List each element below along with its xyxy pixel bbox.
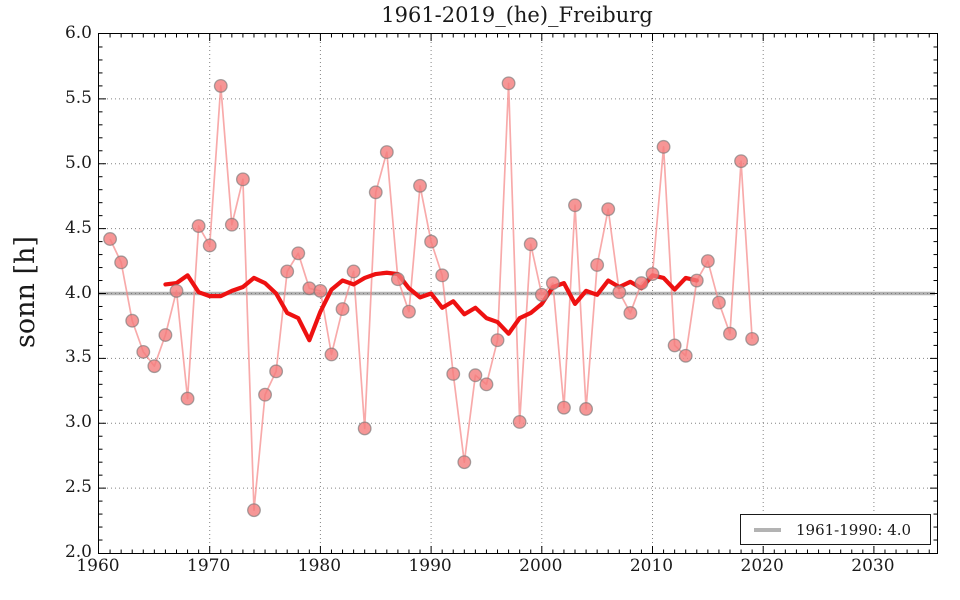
- data-point: [523, 237, 538, 252]
- data-point: [235, 172, 250, 187]
- data-point: [402, 304, 416, 319]
- data-point: [313, 283, 328, 298]
- data-point: [745, 331, 760, 346]
- data-point: [224, 217, 239, 232]
- y-tick-label: 5.5: [64, 87, 92, 108]
- data-point: [479, 377, 494, 392]
- data-point: [612, 285, 627, 300]
- data-point: [579, 402, 594, 416]
- data-point: [734, 154, 749, 169]
- data-point: [103, 232, 118, 246]
- x-tick-label: 2010: [629, 556, 674, 576]
- data-point: [180, 391, 195, 406]
- y-tick-label: 4.0: [64, 282, 92, 303]
- data-point: [158, 328, 173, 342]
- x-tick-label: 1990: [408, 556, 452, 576]
- trend-line: [163, 270, 699, 343]
- data-point: [545, 276, 560, 291]
- data-point: [114, 255, 129, 270]
- x-tick-label: 1970: [187, 556, 231, 576]
- data-point: [645, 267, 660, 281]
- legend-line-sample: [754, 527, 781, 532]
- data-point: [678, 348, 693, 363]
- data-point: [689, 273, 704, 288]
- data-point: [280, 264, 295, 279]
- x-tick-label: 2020: [740, 556, 784, 576]
- x-tick-label: 1980: [297, 556, 342, 576]
- data-point: [258, 387, 273, 402]
- data-point: [490, 333, 505, 348]
- data-point: [324, 347, 339, 362]
- legend-label: 1961-1990: 4.0: [796, 520, 912, 539]
- data-point: [247, 503, 261, 518]
- data-point: [213, 78, 228, 93]
- y-tick-label: 6.0: [64, 23, 92, 43]
- plot-area: [98, 33, 938, 554]
- x-tick-label: 2030: [851, 556, 895, 576]
- data-point: [357, 421, 372, 436]
- data-point: [468, 368, 483, 383]
- data-point: [435, 268, 450, 283]
- data-point: [379, 145, 394, 160]
- data-point: [169, 283, 184, 298]
- data-point: [191, 219, 206, 233]
- data-point: [634, 276, 649, 291]
- y-tick-label: 2.0: [64, 542, 92, 562]
- data-point: [601, 202, 616, 217]
- data-point: [667, 338, 682, 353]
- y-tick-label: 5.0: [64, 152, 92, 173]
- data-point: [568, 198, 582, 213]
- y-tick-label: 4.5: [64, 217, 92, 238]
- y-tick-label: 2.5: [64, 477, 92, 498]
- data-point: [291, 246, 306, 261]
- chart-canvas: [99, 34, 937, 553]
- data-point: [700, 254, 715, 269]
- data-point: [590, 258, 605, 272]
- legend: 1961-1990: 4.0: [740, 514, 931, 545]
- data-point: [534, 287, 549, 302]
- data-point: [556, 400, 571, 415]
- data-point: [136, 344, 151, 359]
- data-point: [424, 234, 439, 249]
- data-point: [335, 302, 350, 317]
- y-tick-label: 3.0: [64, 412, 92, 433]
- data-point: [147, 359, 162, 374]
- data-point: [512, 415, 527, 429]
- data-point: [125, 313, 140, 328]
- x-tick-label: 2000: [519, 556, 563, 576]
- data-point: [723, 326, 737, 341]
- data-point: [656, 139, 671, 154]
- data-point: [346, 264, 361, 279]
- data-point: [446, 366, 461, 381]
- x-tick-label: 1960: [76, 556, 120, 576]
- data-point: [711, 295, 726, 310]
- data-point: [501, 76, 516, 91]
- data-point: [269, 364, 284, 379]
- data-point: [623, 306, 638, 320]
- data-point: [202, 238, 217, 253]
- data-point: [413, 178, 427, 193]
- data-point: [368, 185, 383, 200]
- data-point: [390, 272, 405, 287]
- data-point: [457, 455, 472, 470]
- chart-title: 1961-2019_(he)_Freiburg: [381, 3, 653, 27]
- y-tick-label: 3.5: [64, 347, 92, 368]
